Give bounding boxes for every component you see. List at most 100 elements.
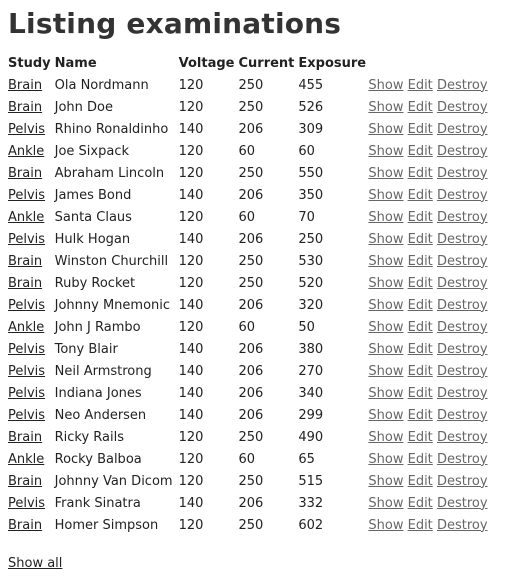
actions-cell: Show Edit Destroy <box>368 272 489 294</box>
show-link[interactable]: Show <box>368 165 404 181</box>
destroy-link[interactable]: Destroy <box>436 297 488 313</box>
study-link[interactable]: Brain <box>8 275 43 291</box>
destroy-link[interactable]: Destroy <box>436 253 488 269</box>
name-cell: Johnny Van Dicom <box>54 473 173 489</box>
study-link[interactable]: Pelvis <box>8 495 46 511</box>
destroy-link[interactable]: Destroy <box>436 231 488 247</box>
edit-link[interactable]: Edit <box>407 363 433 379</box>
current-cell: 250 <box>238 253 264 269</box>
edit-link[interactable]: Edit <box>407 121 433 137</box>
study-link[interactable]: Pelvis <box>8 121 46 137</box>
show-all-link[interactable]: Show all <box>8 556 63 571</box>
table-row: Pelvis Hulk Hogan 140 206 250 Show Edit Destr… <box>6 228 490 250</box>
destroy-link[interactable]: Destroy <box>436 121 488 137</box>
edit-link[interactable]: Edit <box>407 407 433 423</box>
edit-link[interactable]: Edit <box>407 99 433 115</box>
destroy-link[interactable]: Destroy <box>436 275 488 291</box>
destroy-link[interactable]: Destroy <box>436 77 488 93</box>
show-link[interactable]: Show <box>368 99 404 115</box>
study-link[interactable]: Brain <box>8 165 43 181</box>
show-link[interactable]: Show <box>368 297 404 313</box>
show-link[interactable]: Show <box>368 363 404 379</box>
show-link[interactable]: Show <box>368 143 404 159</box>
table-row: Pelvis Indiana Jones 140 206 340 Show Edit De… <box>6 382 490 404</box>
edit-link[interactable]: Edit <box>407 451 433 467</box>
show-link[interactable]: Show <box>368 517 404 533</box>
show-link[interactable]: Show <box>368 407 404 423</box>
actions-cell: Show Edit Destroy <box>368 140 489 162</box>
study-link[interactable]: Pelvis <box>8 341 46 357</box>
header-current: Current <box>238 55 295 71</box>
edit-link[interactable]: Edit <box>407 275 433 291</box>
destroy-link[interactable]: Destroy <box>436 143 488 159</box>
edit-link[interactable]: Edit <box>407 473 433 489</box>
actions-cell: Show Edit Destroy <box>368 470 489 492</box>
destroy-link[interactable]: Destroy <box>436 187 488 203</box>
study-link[interactable]: Pelvis <box>8 187 46 203</box>
table-row: Brain John Doe 120 250 526 Show Edit Destroy <box>6 96 490 118</box>
edit-link[interactable]: Edit <box>407 209 433 225</box>
show-link[interactable]: Show <box>368 341 404 357</box>
edit-link[interactable]: Edit <box>407 231 433 247</box>
show-link[interactable]: Show <box>368 77 404 93</box>
edit-link[interactable]: Edit <box>407 341 433 357</box>
show-link[interactable]: Show <box>368 473 404 489</box>
current-cell: 250 <box>238 517 264 533</box>
study-cell: Pelvis <box>6 492 53 514</box>
destroy-link[interactable]: Destroy <box>436 407 488 423</box>
edit-link[interactable]: Edit <box>407 517 433 533</box>
destroy-link[interactable]: Destroy <box>436 209 488 225</box>
destroy-link[interactable]: Destroy <box>436 165 488 181</box>
destroy-link[interactable]: Destroy <box>436 99 488 115</box>
study-link[interactable]: Pelvis <box>8 231 46 247</box>
show-link[interactable]: Show <box>368 209 404 225</box>
exposure-cell: 332 <box>298 495 324 511</box>
show-link[interactable]: Show <box>368 121 404 137</box>
name-cell: Rhino Ronaldinho <box>54 121 169 137</box>
study-link[interactable]: Brain <box>8 253 43 269</box>
voltage-cell: 140 <box>178 407 204 423</box>
edit-link[interactable]: Edit <box>407 165 433 181</box>
destroy-link[interactable]: Destroy <box>436 319 488 335</box>
edit-link[interactable]: Edit <box>407 385 433 401</box>
edit-link[interactable]: Edit <box>407 77 433 93</box>
destroy-link[interactable]: Destroy <box>436 517 488 533</box>
edit-link[interactable]: Edit <box>407 495 433 511</box>
show-link[interactable]: Show <box>368 495 404 511</box>
destroy-link[interactable]: Destroy <box>436 363 488 379</box>
study-link[interactable]: Brain <box>8 99 43 115</box>
destroy-link[interactable]: Destroy <box>436 473 488 489</box>
study-link[interactable]: Ankle <box>8 209 45 225</box>
edit-link[interactable]: Edit <box>407 253 433 269</box>
study-link[interactable]: Pelvis <box>8 363 46 379</box>
destroy-link[interactable]: Destroy <box>436 341 488 357</box>
show-link[interactable]: Show <box>368 429 404 445</box>
show-link[interactable]: Show <box>368 253 404 269</box>
edit-link[interactable]: Edit <box>407 143 433 159</box>
edit-link[interactable]: Edit <box>407 187 433 203</box>
edit-link[interactable]: Edit <box>407 319 433 335</box>
study-link[interactable]: Pelvis <box>8 407 46 423</box>
show-link[interactable]: Show <box>368 231 404 247</box>
page-title: Listing examinations <box>8 7 342 40</box>
study-link[interactable]: Brain <box>8 429 43 445</box>
study-link[interactable]: Brain <box>8 473 43 489</box>
destroy-link[interactable]: Destroy <box>436 451 488 467</box>
edit-link[interactable]: Edit <box>407 429 433 445</box>
study-link[interactable]: Brain <box>8 517 43 533</box>
destroy-link[interactable]: Destroy <box>436 429 488 445</box>
show-link[interactable]: Show <box>368 385 404 401</box>
show-link[interactable]: Show <box>368 319 404 335</box>
study-link[interactable]: Ankle <box>8 319 45 335</box>
show-link[interactable]: Show <box>368 187 404 203</box>
study-link[interactable]: Ankle <box>8 143 45 159</box>
destroy-link[interactable]: Destroy <box>436 495 488 511</box>
show-link[interactable]: Show <box>368 275 404 291</box>
study-link[interactable]: Brain <box>8 77 43 93</box>
study-link[interactable]: Pelvis <box>8 297 46 313</box>
study-link[interactable]: Ankle <box>8 451 45 467</box>
show-link[interactable]: Show <box>368 451 404 467</box>
edit-link[interactable]: Edit <box>407 297 433 313</box>
destroy-link[interactable]: Destroy <box>436 385 488 401</box>
study-link[interactable]: Pelvis <box>8 385 46 401</box>
